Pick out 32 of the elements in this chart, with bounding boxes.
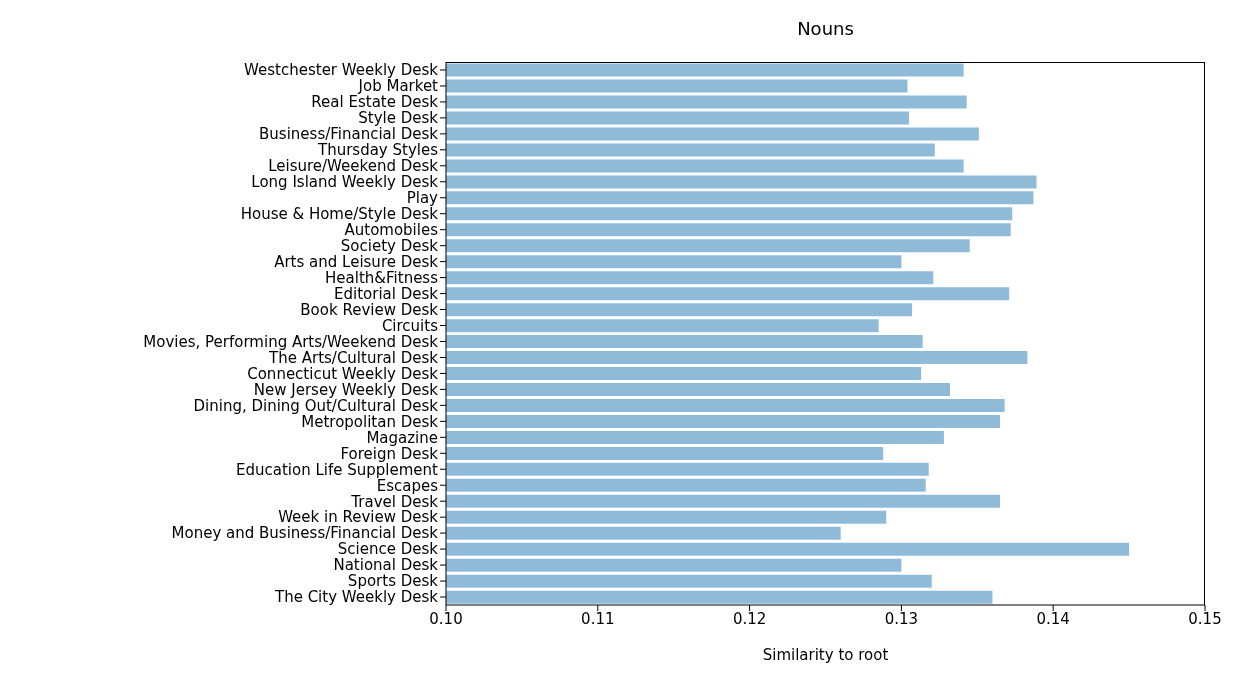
y-tick-label: Long Island Weekly Desk (251, 173, 439, 192)
y-tick-label: Job Market (357, 77, 439, 96)
y-tick-label: Business/Financial Desk (259, 125, 439, 144)
chart-title: Nouns (796, 18, 855, 39)
y-tick-label: The City Weekly Desk (273, 588, 439, 607)
x-tick-label: 0.10 (429, 609, 463, 628)
y-tick-label: Metropolitan Desk (301, 412, 439, 431)
x-axis-title: Similarity to root (762, 646, 889, 664)
y-tick-label: Style Desk (358, 109, 439, 128)
y-tick-label: Real Estate Desk (311, 93, 439, 112)
y-tick-label: Science Desk (337, 540, 439, 559)
y-tick-label: Circuits (381, 316, 439, 335)
y-tick-label: Play (406, 189, 439, 208)
x-tick-label: 0.13 (884, 609, 919, 628)
x-tick-label: 0.15 (1188, 609, 1222, 628)
y-tick-label: Westchester Weekly Desk (244, 61, 439, 80)
x-tick-label: 0.12 (732, 609, 767, 628)
y-tick-label: House & Home/Style Desk (240, 205, 439, 224)
y-tick-label: Book Review Desk (300, 300, 439, 319)
x-tick-label: 0.11 (581, 609, 615, 628)
y-tick-label: Sports Desk (347, 572, 439, 591)
y-tick-label: Movies, Performing Arts/Weekend Desk (143, 332, 439, 351)
y-tick-label: Editorial Desk (334, 284, 439, 303)
y-tick-label: Connecticut Weekly Desk (247, 364, 439, 383)
x-tick-label: 0.14 (1036, 609, 1070, 628)
y-tick-label: Health&Fitness (325, 268, 439, 287)
y-tick-label: Money and Business/Financial Desk (171, 524, 439, 543)
y-tick-label: Leisure/Weekend Desk (268, 157, 439, 176)
y-tick-label: Week in Review Desk (278, 508, 439, 527)
y-tick-label: Thursday Styles (316, 141, 439, 160)
y-tick-label: National Desk (333, 556, 439, 575)
y-tick-label: Magazine (366, 428, 438, 447)
